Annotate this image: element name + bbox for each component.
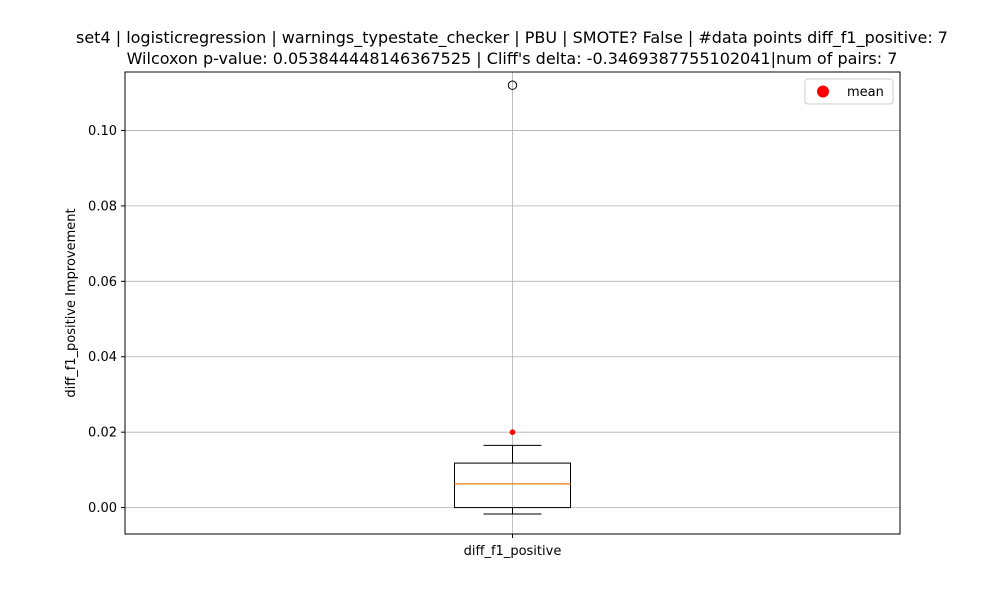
chart-title-line-1: set4 | logisticregression | warnings_typ… [76, 28, 948, 48]
y-tick-label: 0.06 [88, 275, 117, 290]
y-tick-label: 0.04 [88, 350, 117, 365]
x-tick-label: diff_f1_positive [464, 544, 562, 559]
y-tick-label: 0.08 [88, 199, 117, 214]
y-axis-ticks: 0.00 0.02 0.04 0.06 0.08 0.10 [88, 124, 125, 516]
legend-mean-label: mean [847, 85, 884, 100]
y-tick-label: 0.00 [88, 501, 117, 516]
legend-mean-marker [817, 85, 829, 98]
outlier-point [507, 80, 518, 90]
grid-lines [125, 72, 900, 534]
x-axis-ticks: diff_f1_positive [464, 534, 562, 559]
plot-marks [454, 80, 571, 515]
y-axis-label: diff_f1_positive Improvement [64, 208, 79, 397]
mean-marker [509, 429, 516, 436]
box-iqr [454, 462, 571, 509]
chart-title-line-2: Wilcoxon p-value: 0.053844448146367525 |… [127, 49, 898, 68]
y-tick-label: 0.10 [88, 124, 117, 139]
legend-frame [804, 78, 894, 105]
legend: mean [804, 78, 894, 105]
y-tick-label: 0.02 [88, 426, 117, 441]
